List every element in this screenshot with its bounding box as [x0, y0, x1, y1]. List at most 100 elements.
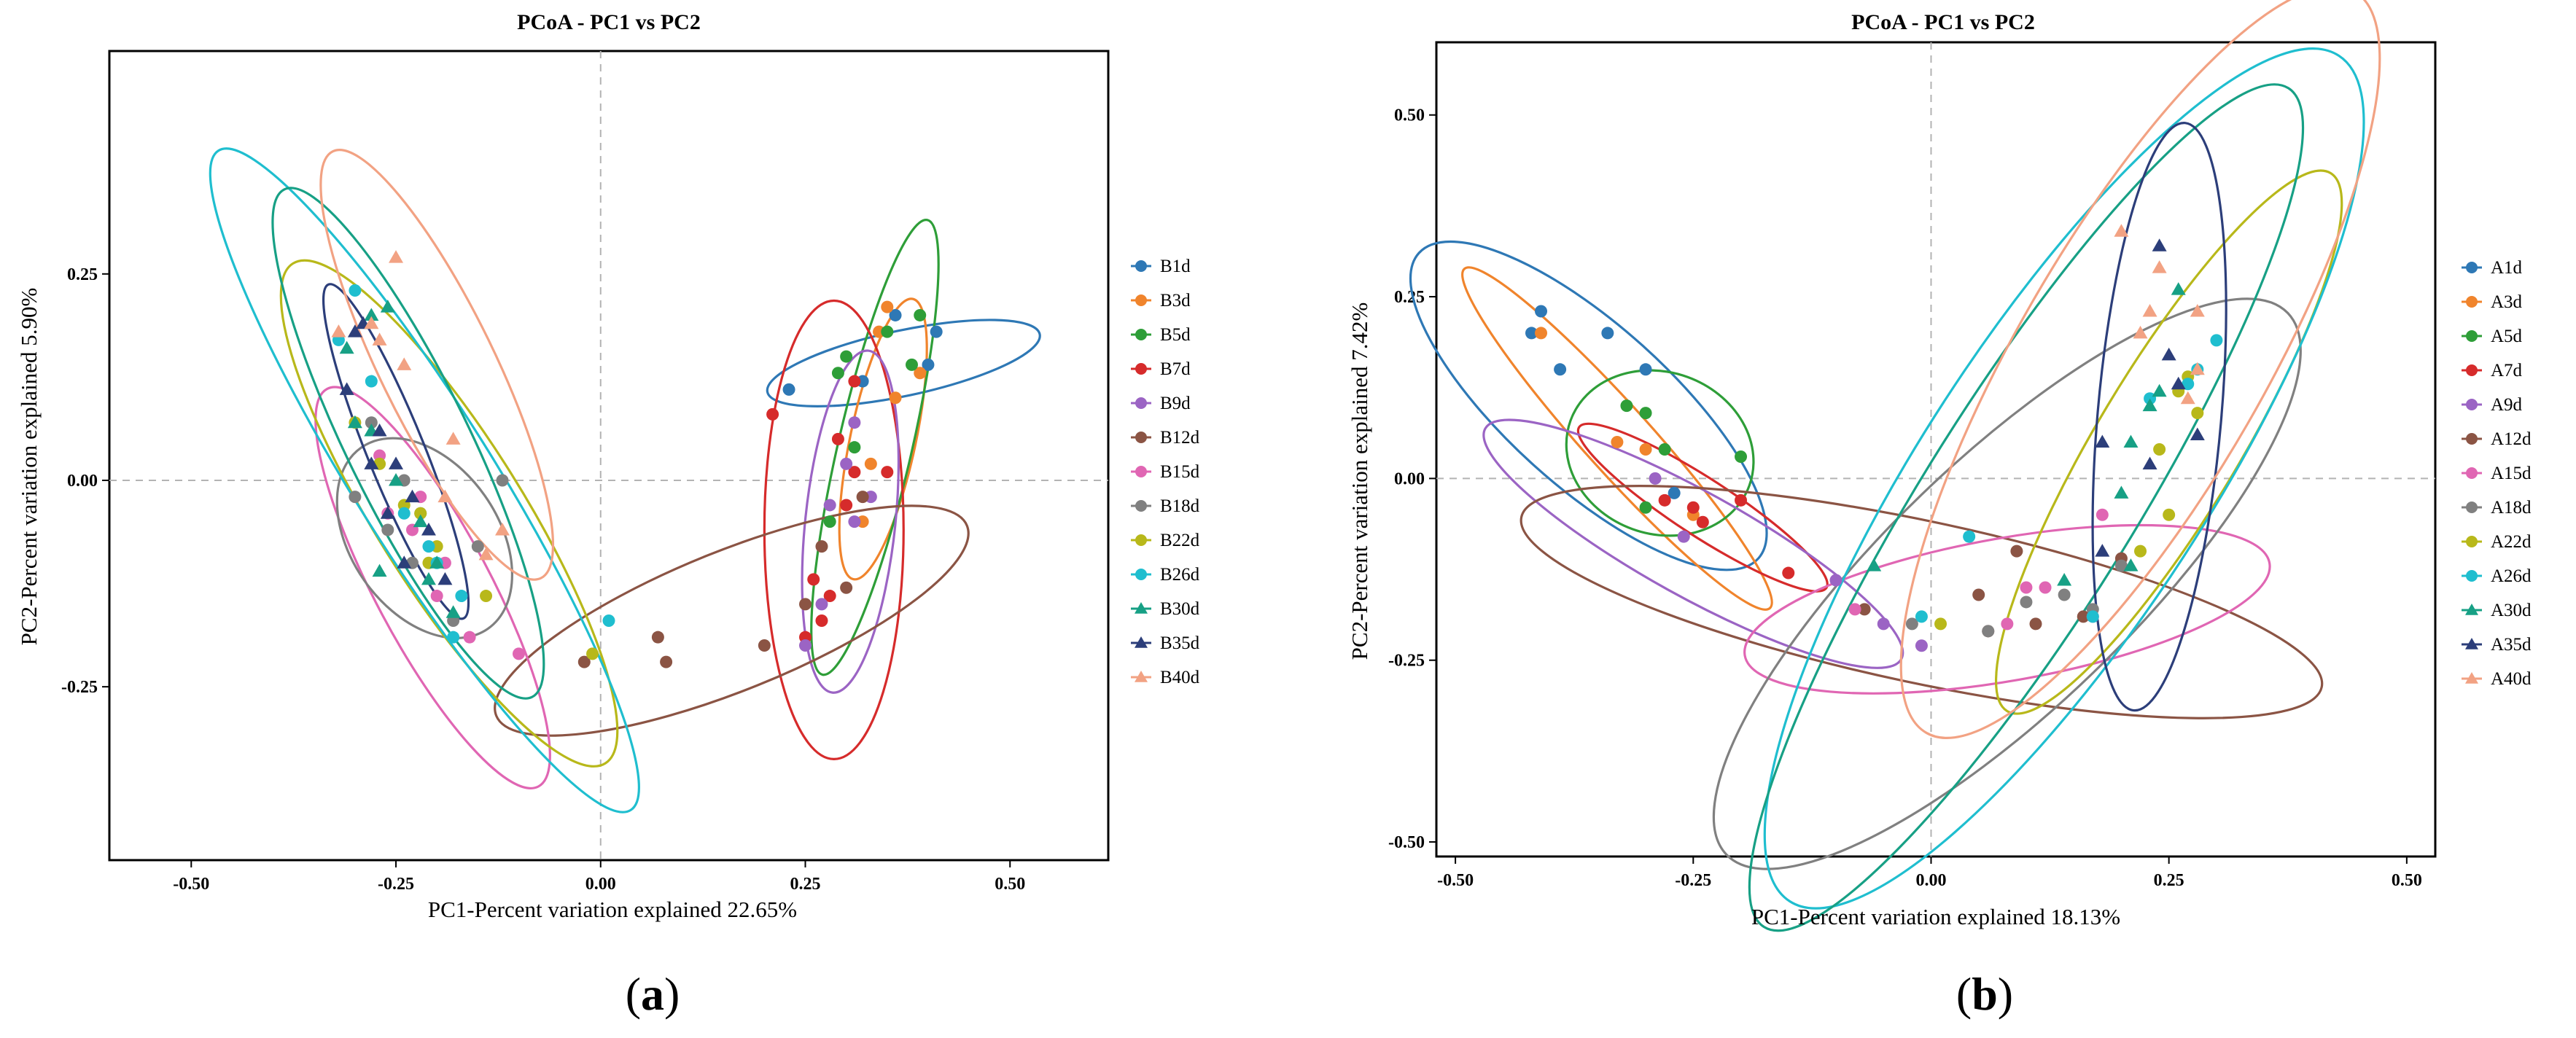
point-A35d: [2095, 544, 2110, 557]
point-A7d: [1696, 515, 1709, 528]
caption-b-letter: b: [1972, 968, 1998, 1020]
legend-label-B5d: B5d: [1160, 325, 1191, 345]
point-B9d: [840, 457, 853, 470]
ellipse-A40d: [1899, 0, 2381, 739]
legend-label-B22d: B22d: [1160, 531, 1200, 550]
point-A9d: [1829, 574, 1842, 587]
legend-marker-B3d: [1135, 294, 1147, 306]
legend-label-A3d: A3d: [2491, 292, 2523, 312]
point-B26d: [397, 507, 410, 520]
legend-marker-B1d: [1135, 260, 1147, 272]
chart-b-x-tick-label: -0.50: [1437, 871, 1474, 890]
point-B35d: [339, 382, 354, 395]
point-A3d: [1639, 443, 1652, 456]
point-B40d: [364, 316, 379, 329]
point-A5d: [1735, 450, 1748, 463]
point-B35d: [347, 324, 362, 337]
legend-label-B3d: B3d: [1160, 291, 1191, 311]
point-A15d: [2096, 508, 2109, 521]
chart-a-x-tick-label: 0.50: [995, 875, 1025, 894]
legend-marker-B15d: [1135, 466, 1147, 477]
point-A9d: [1915, 639, 1928, 652]
point-B40d: [389, 250, 404, 263]
point-A15d: [2039, 581, 2052, 594]
chart-a-x-tick-label: 0.25: [790, 875, 821, 894]
chart-b-y-tick-label: -0.25: [1388, 652, 1425, 671]
point-B12d: [660, 655, 673, 668]
legend-label-A12d: A12d: [2491, 429, 2532, 449]
legend-marker-A5d: [2466, 330, 2478, 342]
point-A26d: [2210, 334, 2223, 347]
point-B7d: [831, 432, 844, 445]
point-B7d: [815, 614, 828, 628]
point-B26d: [602, 614, 615, 628]
point-B7d: [848, 466, 861, 479]
ellipse-A22d: [1994, 169, 2343, 715]
chart-b-x-tick-label: 0.00: [1915, 871, 1946, 890]
point-A3d: [1535, 327, 1548, 340]
ellipse-B1d: [766, 319, 1041, 407]
point-B9d: [848, 416, 861, 429]
legend-label-A40d: A40d: [2491, 669, 2532, 689]
point-A12d: [1858, 603, 1871, 616]
point-A22d: [2134, 545, 2147, 558]
point-B7d: [840, 499, 853, 512]
legend-marker-A9d: [2466, 399, 2478, 410]
point-B12d: [856, 491, 869, 504]
point-B5d: [881, 325, 894, 338]
legend-label-A7d: A7d: [2491, 361, 2523, 381]
point-B22d: [586, 647, 599, 660]
legend-label-A9d: A9d: [2491, 395, 2523, 415]
point-A5d: [1620, 399, 1633, 413]
point-B12d: [651, 631, 664, 644]
ellipse-B9d: [801, 349, 900, 694]
legend-marker-A7d: [2466, 364, 2478, 376]
point-B7d: [766, 407, 779, 421]
chart-b-x-tick-label: -0.25: [1675, 871, 1711, 890]
legend-label-A26d: A26d: [2491, 566, 2532, 586]
legend-marker-A18d: [2466, 502, 2478, 513]
point-A30d: [2142, 398, 2157, 412]
chart-b-x-tick-label: 0.25: [2154, 871, 2184, 890]
point-A30d: [2057, 573, 2072, 586]
point-A26d: [1963, 530, 1976, 543]
point-A5d: [1639, 501, 1652, 514]
point-A5d: [1639, 407, 1652, 420]
point-A1d: [1668, 486, 1681, 499]
point-B26d: [422, 540, 435, 553]
point-B35d: [421, 522, 436, 536]
point-A18d: [2058, 588, 2071, 601]
point-B15d: [430, 590, 443, 603]
ellipse-B12d: [494, 504, 970, 737]
point-A22d: [2153, 443, 2166, 456]
legend-marker-B5d: [1135, 329, 1147, 340]
point-B3d: [864, 457, 877, 470]
point-A12d: [2077, 610, 2090, 623]
point-A22d: [1934, 617, 1947, 631]
ellipse-A5d: [1565, 369, 1755, 537]
caption-a: (a): [626, 968, 680, 1020]
point-A1d: [1535, 305, 1548, 318]
point-A35d: [2095, 434, 2110, 448]
chart-a-y-tick-label: 0.25: [67, 265, 98, 284]
chart-panel-a: PCoA - PC1 vs PC2 -0.50 -0.25 0.00 0.25 0.50…: [16, 10, 1200, 1020]
point-A12d: [2029, 617, 2042, 631]
legend-marker-A30d: [2465, 604, 2478, 615]
legend-marker-A26d: [2466, 570, 2478, 582]
point-B30d: [429, 555, 445, 569]
point-B18d: [381, 523, 394, 536]
point-B40d: [372, 332, 387, 346]
point-A40d: [2190, 362, 2205, 375]
point-A22d: [2163, 508, 2176, 521]
legend-marker-A40d: [2465, 672, 2478, 684]
legend-marker-B26d: [1135, 569, 1147, 580]
point-B5d: [848, 441, 861, 454]
point-B30d: [380, 300, 395, 313]
point-B35d: [437, 571, 453, 585]
point-B35d: [389, 456, 404, 469]
point-B22d: [414, 507, 427, 520]
point-B40d: [445, 432, 461, 445]
chart-b-y-tick-label: 0.00: [1394, 469, 1425, 488]
point-B7d: [807, 573, 820, 586]
